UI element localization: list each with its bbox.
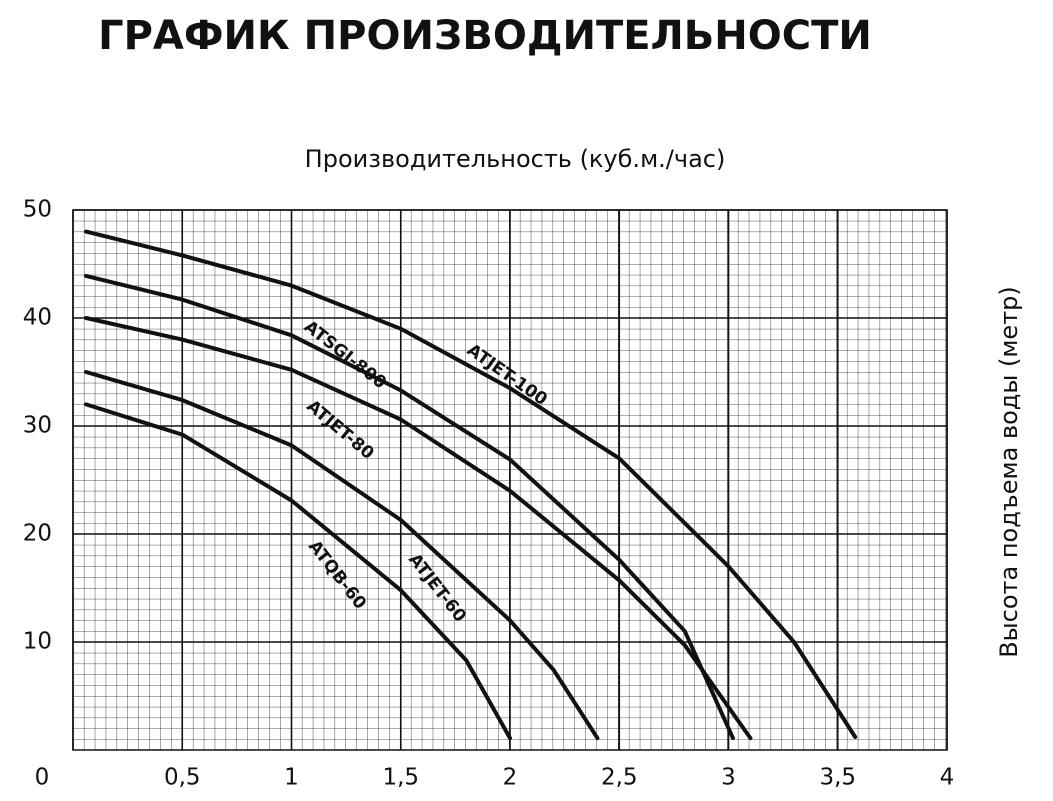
curve (84, 402, 512, 741)
y-tick-label: 40 (23, 305, 52, 331)
x-tick-label: 0 (35, 765, 50, 791)
curve (84, 316, 753, 741)
y-tick-label: 30 (23, 413, 52, 439)
x-tick-label: 1,5 (382, 765, 419, 791)
x-axis-title: Производительность (куб.м./час) (305, 145, 726, 173)
y-tick-label: 50 (23, 197, 52, 223)
x-tick-label: 0,5 (164, 765, 201, 791)
curve (84, 370, 600, 741)
x-tick-label: 3,5 (819, 765, 856, 791)
x-tick-label: 2 (503, 765, 518, 791)
y-tick-label: 10 (23, 629, 52, 655)
x-tick-label: 2,5 (601, 765, 638, 791)
curve (84, 273, 735, 741)
curve (84, 229, 858, 739)
x-tick-label: 4 (940, 765, 955, 791)
x-tick-label: 1 (284, 765, 299, 791)
chart-title: ГРАФИК ПРОИЗВОДИТЕЛЬНОСТИ (98, 13, 872, 59)
y-tick-label: 20 (23, 521, 52, 547)
x-tick-label: 3 (721, 765, 736, 791)
y-axis-title: Высота подъема воды (метр) (995, 286, 1023, 658)
